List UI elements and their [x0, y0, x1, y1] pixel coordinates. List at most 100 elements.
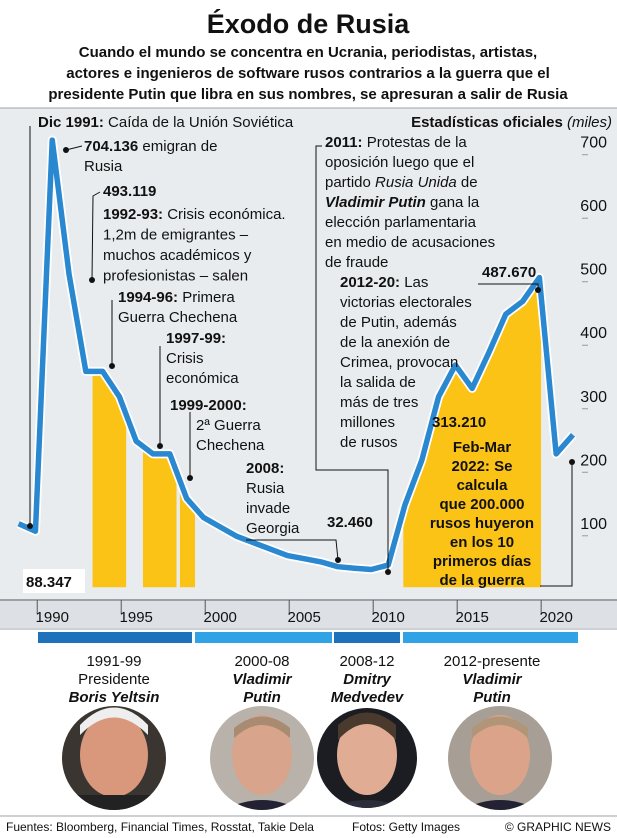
x-tick-label: 2000 — [204, 609, 237, 626]
annotation: 1994-96: Primera — [118, 289, 235, 306]
annotation: 32.460 — [327, 514, 373, 531]
leader-dot — [109, 363, 115, 369]
annotation-part: en medio de acusaciones — [325, 234, 495, 251]
annotation-part: partido — [325, 174, 375, 191]
annotation: la salida de — [340, 374, 416, 391]
annotation: de Putin, además — [340, 314, 457, 331]
annotation: Guerra Chechena — [118, 309, 238, 326]
annotation-part: Rusia Unida — [375, 174, 457, 191]
annotation: Chechena — [196, 437, 265, 454]
leader-line — [91, 191, 101, 281]
annotation-part: Protestas de la — [363, 134, 468, 151]
annotation-part: 2ª Guerra — [196, 417, 261, 434]
annotation: 313.210 — [432, 414, 486, 431]
annotation-part: oposición luego que el — [325, 154, 474, 171]
x-tick-label: 1995 — [120, 609, 153, 626]
leader-dot — [187, 475, 193, 481]
annotation-part: 1992-93: — [103, 206, 163, 223]
annotation: 88.347 — [26, 574, 72, 591]
president-name: Dmitry Medvedev — [331, 671, 405, 706]
annotation-part: Primera — [178, 289, 235, 306]
name-line: Dmitry — [343, 671, 391, 688]
portrait — [210, 706, 314, 810]
annotation-part: 1994-96: — [118, 289, 178, 306]
annotation-part: Crimea, provocan — [340, 354, 458, 371]
leader-dot — [63, 147, 69, 153]
annotation: rusos huyeron — [430, 515, 534, 532]
annotation-part: Rusia — [246, 480, 285, 497]
leader-dot — [569, 459, 575, 465]
annotation-part: Vladimir Putin — [325, 194, 426, 211]
annotation: Rusia — [246, 480, 285, 497]
annotation: 487.670 — [482, 264, 536, 281]
annotation-part: Caída de la Unión Soviética — [104, 114, 294, 131]
plot: 1990 1995 2000 2005 2010 2015 2020 100 200 300 400… — [0, 114, 617, 626]
annotation: Vladimir Putin gana la — [325, 194, 480, 211]
annotation-part: la salida de — [340, 374, 416, 391]
name-line: Vladimir — [232, 671, 292, 688]
portrait — [62, 706, 166, 810]
president-name: Vladimir Putin — [462, 671, 522, 706]
annotation-part: 313.210 — [432, 414, 486, 431]
annotation-part: económica — [166, 370, 239, 387]
annotation-part: 2011: — [325, 134, 363, 151]
annotation-part: profesionistas – salen — [103, 268, 248, 285]
leader-dot — [27, 523, 33, 529]
annotation-part: elección parlamentaria — [325, 214, 477, 231]
subtitle: Cuando el mundo se concentra en Ucrania,… — [79, 44, 537, 61]
annotation-part: Guerra Chechena — [118, 309, 238, 326]
annotation-part: Georgia — [246, 520, 300, 537]
annotation: 2022: Se — [452, 458, 513, 475]
x-tick-label: 2020 — [539, 609, 572, 626]
x-tick-label: 2005 — [288, 609, 321, 626]
annotation-part: de rusos — [340, 434, 398, 451]
annotation: Georgia — [246, 520, 300, 537]
annotation: 704.136 emigran de — [84, 138, 217, 155]
annotation-part: 2012-20: — [340, 274, 400, 291]
annotation: en medio de acusaciones — [325, 234, 495, 251]
annotation: económica — [166, 370, 239, 387]
annotation: Feb-Mar — [453, 439, 512, 456]
period-years: 2000-08 — [234, 653, 289, 670]
leader-line — [246, 539, 339, 561]
annotation: de la guerra — [439, 572, 525, 589]
annotation: Rusia — [84, 158, 123, 175]
annotation: en los 10 — [450, 534, 514, 551]
y-tick-label: 500 — [580, 262, 607, 279]
annotation: 2012-20: Las — [340, 274, 428, 291]
leader-dot — [89, 277, 95, 283]
annotation-part: de Putin, además — [340, 314, 457, 331]
annotation: millones — [340, 414, 395, 431]
annotation: 2008: — [246, 460, 284, 477]
y-tick-label: 700 — [580, 135, 607, 152]
period-bar — [195, 632, 332, 643]
annotation-part: calcula — [457, 477, 509, 494]
annotation-part: de — [457, 174, 478, 191]
annotation: oposición luego que el — [325, 154, 474, 171]
annotations: Dic 1991: Caída de la Unión Soviética 704… — [26, 114, 536, 591]
subtitle: presidente Putin que libra en sus nombre… — [48, 86, 568, 103]
annotation-part: Rusia — [84, 158, 123, 175]
annotation-part: 493.119 — [103, 183, 156, 200]
name-line: Vladimir — [462, 671, 522, 688]
annotation-part: de la guerra — [439, 572, 525, 589]
leader-dot — [535, 287, 541, 293]
annotation: más de tres — [340, 394, 418, 411]
name-line: Medvedev — [331, 689, 405, 706]
annotation-part: en los 10 — [450, 534, 514, 551]
annotation-part: 704.136 — [84, 138, 138, 155]
annotation: 2ª Guerra — [196, 417, 261, 434]
leader-dot — [385, 569, 391, 575]
x-tick-label: 1990 — [36, 609, 69, 626]
period-bar — [334, 632, 400, 643]
annotation: 1992-93: Crisis económica. — [103, 206, 286, 223]
line — [17, 137, 576, 573]
annotation-part: 1,2m de emigrantes – — [103, 227, 249, 244]
title: Éxodo de Rusia — [207, 8, 411, 39]
annotation: 493.119 — [103, 183, 156, 200]
annotation-part: 32.460 — [327, 514, 373, 531]
annotation: calcula — [457, 477, 509, 494]
annotation: profesionistas – salen — [103, 268, 248, 285]
annotation-part: primeros días — [433, 553, 531, 570]
period-years: 2012-presente — [444, 653, 541, 670]
